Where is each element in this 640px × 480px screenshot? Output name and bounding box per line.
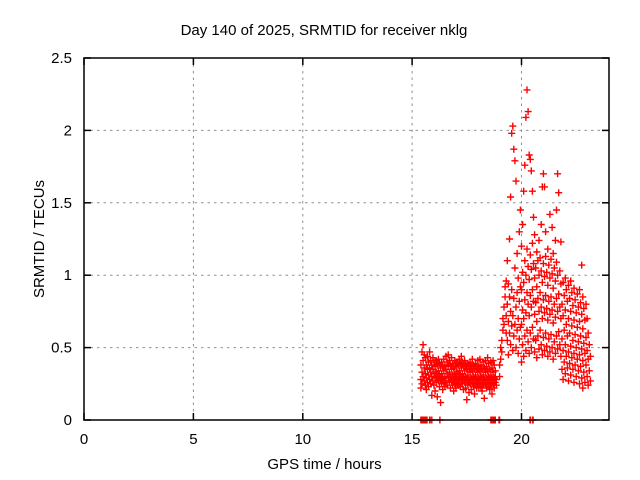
x-tick-label: 15 [404,431,421,448]
data-points-layer [417,86,594,424]
y-tick-label: 1 [64,267,72,284]
x-tick-label: 5 [189,431,197,448]
x-tick-label: 0 [80,431,88,448]
x-axis-label: GPS time / hours [267,456,381,473]
plot-border [83,57,610,421]
axis-ticks [83,57,609,421]
x-tick-label: 20 [513,431,530,448]
y-tick-label: 2.5 [51,50,72,67]
tick-labels: 0 5 10 15 20 0 0.5 1 1.5 2 2.5 [51,50,530,448]
grid-lines [84,58,609,420]
y-tick-label: 0 [64,412,72,429]
chart-title: Day 140 of 2025, SRMTID for receiver nkl… [181,22,468,39]
y-tick-label: 2 [64,122,72,139]
y-axis-label: SRMTID / TECUs [31,180,48,298]
data-points-srmtid [417,86,594,424]
y-tick-label: 0.5 [51,340,72,357]
y-tick-label: 1.5 [51,195,72,212]
x-tick-label: 10 [294,431,311,448]
